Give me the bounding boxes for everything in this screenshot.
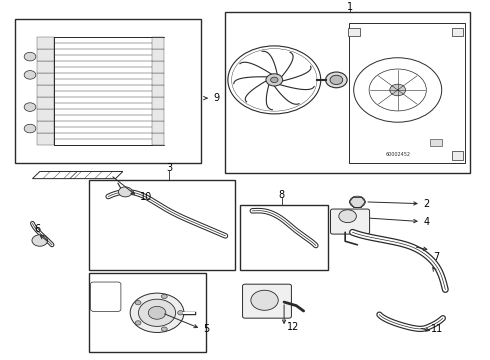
Bar [452, 151, 464, 160]
Circle shape [251, 290, 278, 310]
Circle shape [339, 210, 356, 222]
Bar [37, 97, 54, 109]
Circle shape [161, 327, 167, 331]
Bar [152, 73, 164, 85]
Bar [152, 49, 164, 61]
Circle shape [148, 306, 166, 319]
Circle shape [161, 294, 167, 298]
Bar [349, 23, 465, 162]
Bar [152, 97, 164, 109]
Circle shape [232, 49, 317, 111]
Circle shape [177, 311, 183, 315]
Bar [152, 85, 164, 97]
Bar [152, 37, 164, 49]
Circle shape [119, 187, 132, 197]
Circle shape [390, 84, 406, 96]
Text: 6: 6 [34, 224, 40, 234]
Bar [152, 133, 164, 145]
Bar [452, 28, 464, 36]
Bar [37, 121, 54, 133]
Circle shape [24, 52, 36, 61]
Polygon shape [32, 171, 123, 179]
Bar [152, 121, 164, 133]
Bar [37, 37, 54, 49]
Bar [348, 28, 360, 36]
Bar [15, 19, 201, 162]
Bar [225, 12, 470, 173]
Circle shape [228, 46, 321, 114]
Circle shape [24, 103, 36, 111]
Text: 8: 8 [279, 190, 285, 200]
Circle shape [349, 196, 365, 208]
Text: 1: 1 [347, 2, 353, 12]
Bar [37, 61, 54, 73]
Text: 9: 9 [213, 93, 220, 103]
FancyBboxPatch shape [331, 209, 369, 234]
Circle shape [266, 74, 283, 86]
Circle shape [354, 58, 441, 122]
Circle shape [369, 69, 426, 111]
Bar [152, 61, 164, 73]
Bar [37, 85, 54, 97]
Bar [37, 49, 54, 61]
Circle shape [135, 301, 141, 305]
Circle shape [135, 321, 141, 325]
Text: 12: 12 [287, 322, 299, 332]
FancyBboxPatch shape [243, 284, 292, 318]
Circle shape [326, 72, 347, 88]
Bar [89, 274, 206, 352]
Text: 2: 2 [423, 199, 430, 209]
Bar [240, 206, 328, 270]
Bar [152, 109, 164, 121]
Text: 10: 10 [140, 192, 152, 202]
Circle shape [24, 124, 36, 133]
Bar [89, 180, 235, 270]
Bar [37, 73, 54, 85]
Circle shape [130, 293, 184, 333]
Circle shape [139, 299, 175, 327]
Circle shape [32, 235, 48, 246]
Text: 5: 5 [203, 324, 210, 334]
Text: 60002452: 60002452 [385, 152, 410, 157]
Circle shape [330, 75, 343, 85]
Text: 3: 3 [166, 163, 172, 173]
Text: 7: 7 [433, 252, 440, 262]
Bar [37, 109, 54, 121]
Circle shape [270, 77, 278, 82]
Bar [430, 139, 442, 146]
Text: 11: 11 [431, 324, 443, 334]
Circle shape [24, 71, 36, 79]
Bar [37, 133, 54, 145]
Bar [54, 37, 152, 145]
Text: 4: 4 [423, 217, 429, 226]
